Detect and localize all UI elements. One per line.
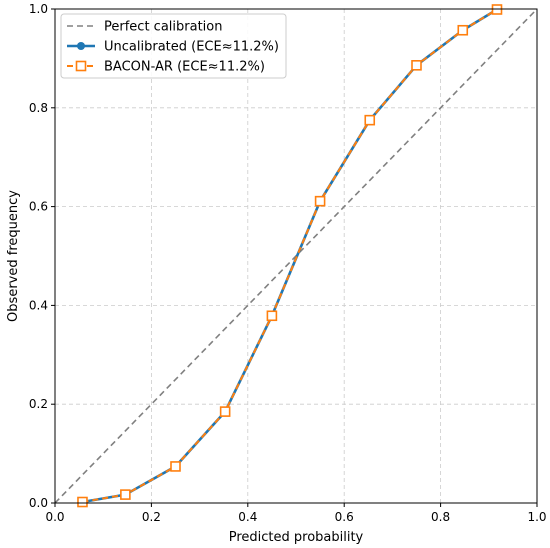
bacon-ar-point	[364, 114, 376, 126]
bacon-ar-point	[457, 24, 469, 36]
y-tick-label: 0.2	[29, 397, 48, 411]
bacon-ar-point	[120, 489, 131, 500]
legend-uncalibrated-marker	[77, 42, 85, 50]
x-tick-label: 0.4	[238, 510, 257, 524]
bacon-ar-point	[314, 195, 326, 207]
bacon-ar-line	[82, 8, 498, 503]
x-tick-label: 0.8	[431, 510, 450, 524]
y-tick-label: 0.6	[29, 200, 48, 214]
axis-ticks: 0.0 0.2 0.4 0.6 0.8 1.0 0.0 0.2 0.4 0.6 0.8 1.0	[29, 2, 547, 524]
legend-box	[60, 13, 287, 79]
bacon-ar-point	[170, 461, 181, 472]
bacon-ar-point	[77, 496, 88, 508]
legend-bacon-ar-marker	[75, 60, 87, 72]
y-tick-label: 1.0	[29, 2, 48, 16]
series-layer	[54, 4, 538, 508]
bacon-ar-point	[219, 406, 231, 417]
bacon-ar-point	[411, 60, 422, 71]
y-tick-label: 0.8	[29, 101, 48, 115]
x-axis-label: Predicted probability	[229, 530, 364, 545]
legend-label: Perfect calibration	[104, 20, 222, 35]
y-tick-label: 0.0	[29, 496, 48, 510]
x-tick-label: 0.0	[45, 510, 64, 524]
legend: Perfect calibration Uncalibrated (ECE≈11.…	[60, 13, 287, 79]
y-tick-label: 0.4	[29, 298, 48, 312]
bacon-ar-point	[266, 310, 278, 322]
uncalibrated-line	[82, 8, 498, 504]
legend-label: Uncalibrated (ECE≈11.2%)	[104, 40, 279, 55]
x-tick-label: 0.6	[335, 510, 354, 524]
x-tick-label: 0.2	[142, 510, 161, 524]
y-axis-label: Observed frequency	[6, 190, 21, 322]
plot-frame	[54, 8, 538, 504]
legend-label: BACON-AR (ECE≈11.2%)	[104, 60, 265, 75]
x-tick-label: 1.0	[527, 510, 546, 524]
